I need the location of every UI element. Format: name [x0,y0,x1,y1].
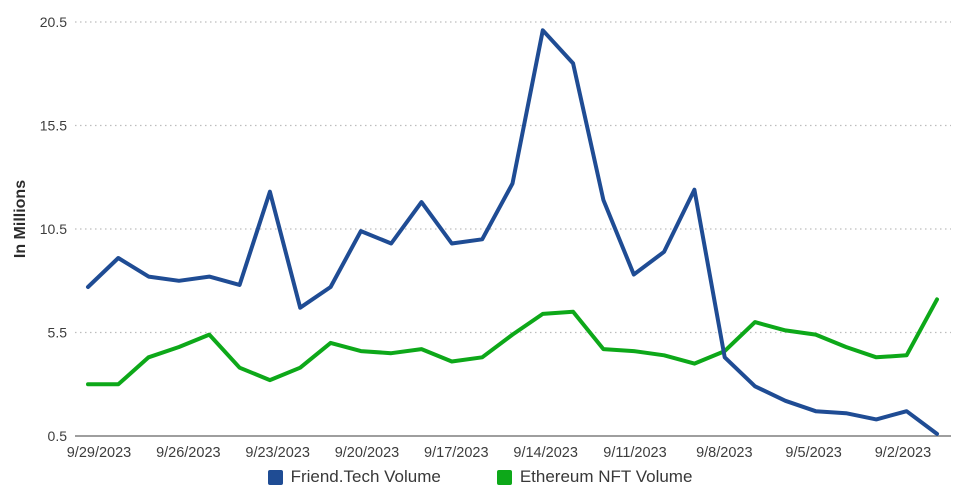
x-tick-label-9-23-2023: 9/23/2023 [245,445,310,461]
y-tick-label-0.5: 0.5 [48,428,68,444]
x-tick-label-9-20-2023: 9/20/2023 [335,445,400,461]
friend-tech-swatch-icon [267,469,283,485]
legend-label-friend-tech: Friend.Tech Volume [290,467,441,486]
y-tick-label-10.5: 10.5 [40,221,67,237]
legend-label-ethereum-nft: Ethereum NFT Volume [519,467,693,486]
x-tick-label-9-2-2023: 9/2/2023 [875,445,931,461]
legend: Friend.Tech Volume Ethereum NFT Volume [0,463,960,491]
x-tick-label-9-8-2023: 9/8/2023 [696,445,752,461]
x-tick-label-9-17-2023: 9/17/2023 [424,445,489,461]
x-tick-label-9-26-2023: 9/26/2023 [156,445,221,461]
x-tick-label-9-14-2023: 9/14/2023 [513,445,578,461]
x-tick-label-9-11-2023: 9/11/2023 [603,445,666,461]
ethereum-nft-swatch-icon [496,469,512,485]
ethereum-nft-volume-line [86,297,939,387]
y-tick-label-20.5: 20.5 [40,14,67,30]
y-tick-label-15.5: 15.5 [40,118,67,134]
y-tick-label-5.5: 5.5 [48,325,68,341]
x-tick-label-9-5-2023: 9/5/2023 [785,445,841,461]
x-tick-label-9-29-2023: 9/29/2023 [67,445,132,461]
friend-tech-volume-line [86,28,939,436]
legend-item-ethereum-nft[interactable]: Ethereum NFT Volume [496,467,693,487]
legend-item-friend-tech[interactable]: Friend.Tech Volume [267,467,441,487]
